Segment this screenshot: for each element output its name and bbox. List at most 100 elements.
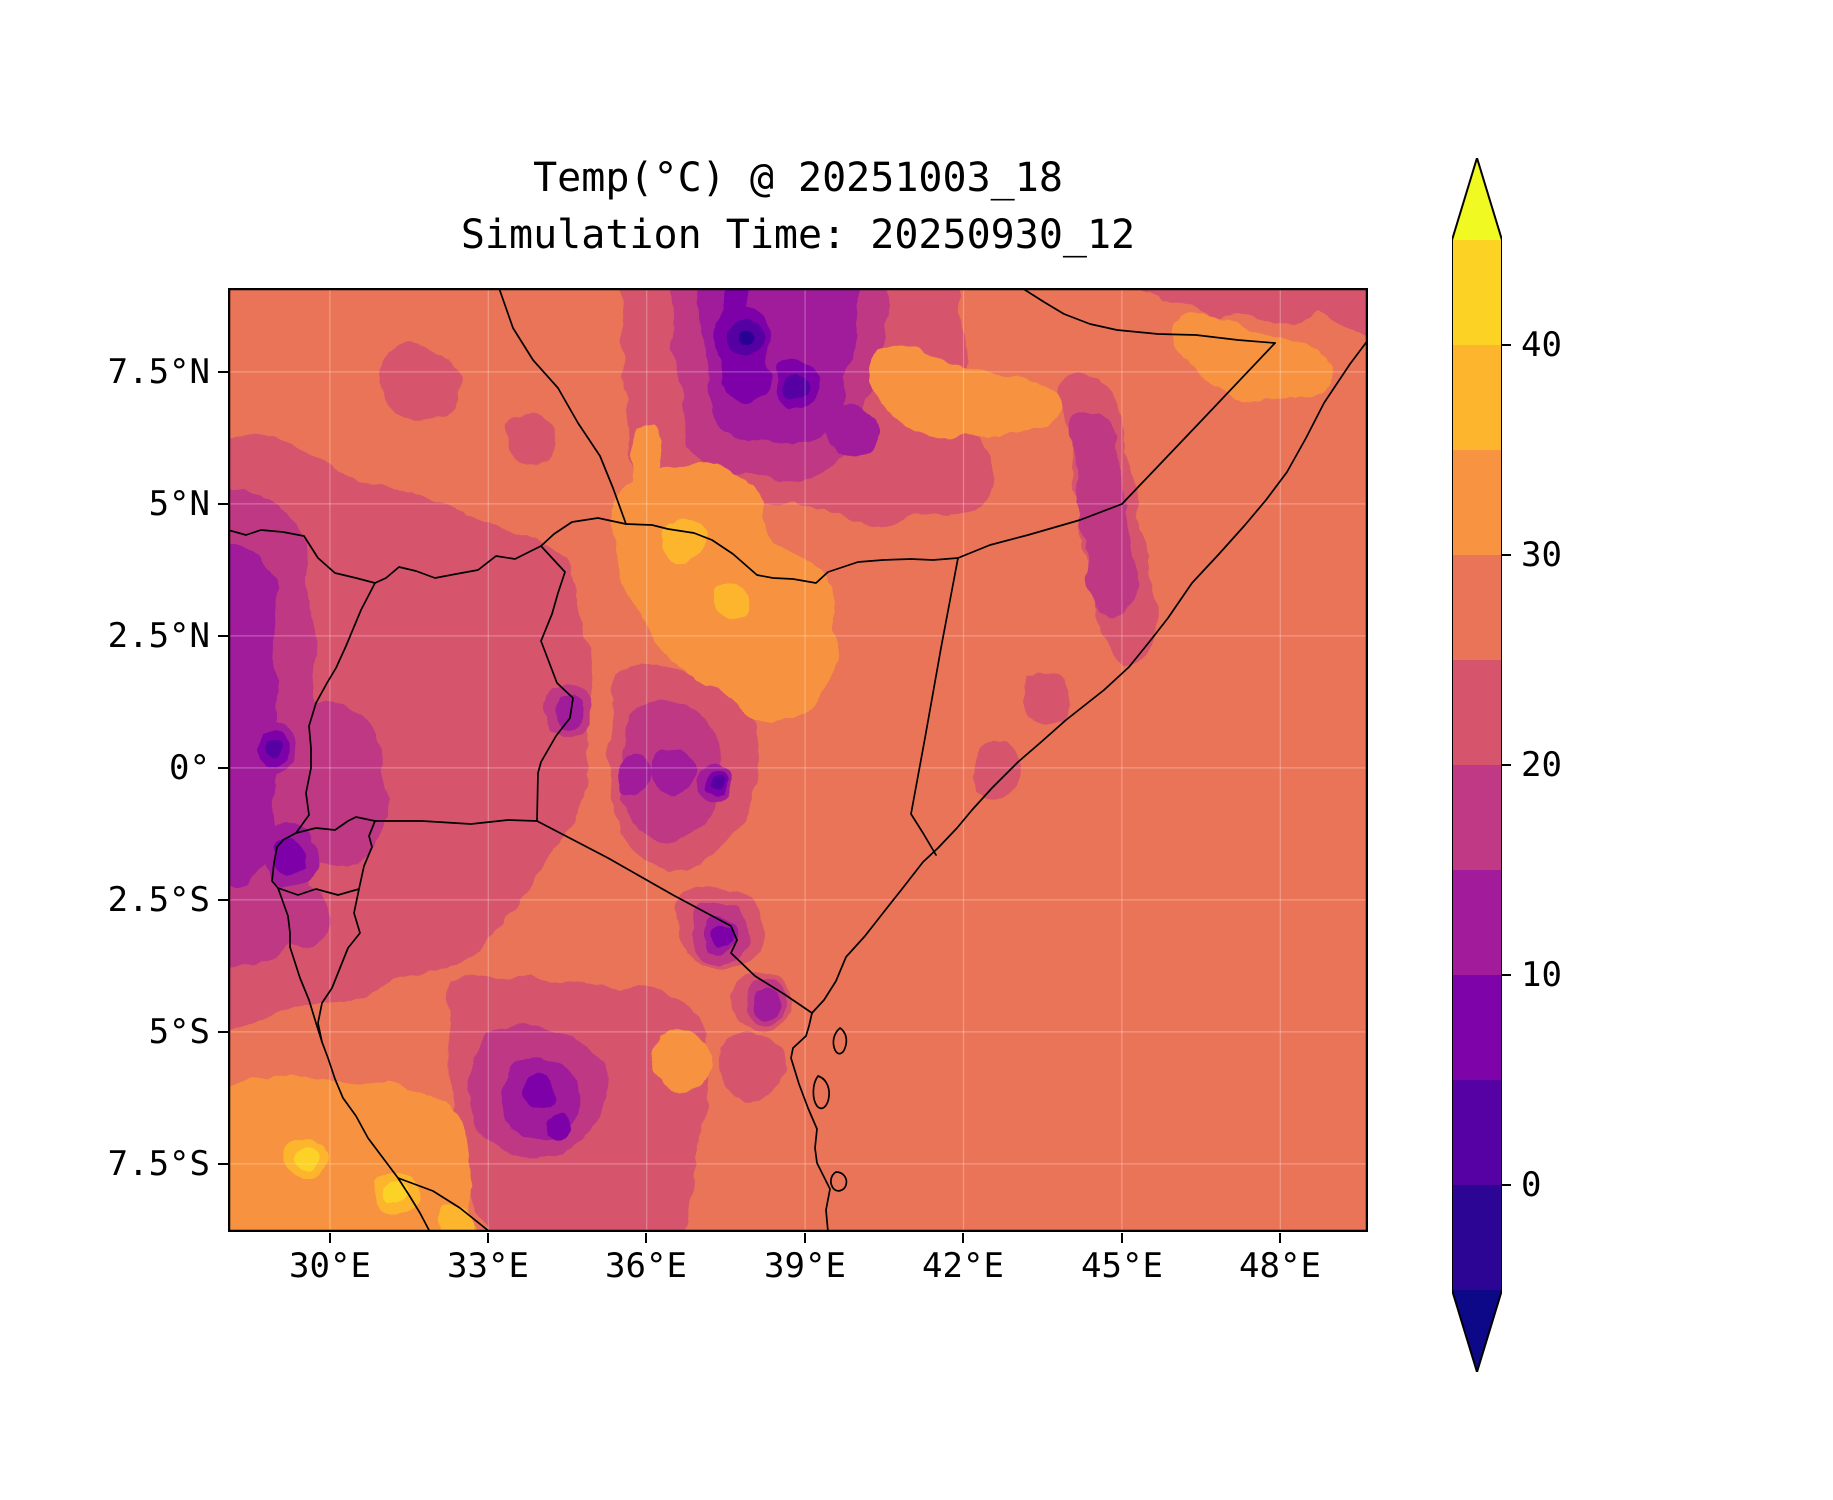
colorbar-band	[1452, 975, 1502, 1080]
temp-region	[869, 345, 1063, 440]
temp-region	[718, 1032, 785, 1102]
y-tick-mark	[218, 899, 228, 901]
temp-region	[651, 1029, 713, 1091]
colorbar-band	[1452, 1185, 1502, 1290]
border-segment	[358, 820, 376, 890]
y-tick-mark	[218, 1031, 228, 1033]
temp-region	[823, 403, 879, 458]
plot-title: Temp(°C) @ 20251003_18 Simulation Time: …	[228, 150, 1368, 264]
temp-region	[710, 924, 736, 948]
coastline	[790, 339, 1368, 1232]
colorbar-tick-label: 0	[1521, 1165, 1542, 1205]
y-tick-label: 5°N	[148, 484, 210, 524]
border-segment	[397, 1177, 491, 1232]
border-segment	[289, 946, 431, 1232]
island-outline	[812, 1075, 830, 1110]
colorbar-band	[1452, 1080, 1502, 1185]
temp-region	[1171, 313, 1332, 402]
x-tick-mark	[1121, 1233, 1123, 1243]
border-segment	[228, 529, 542, 584]
x-tick-mark	[645, 1233, 647, 1243]
map-plot	[228, 288, 1368, 1232]
temp-region	[271, 837, 308, 874]
axes-frame	[228, 288, 1368, 1232]
x-tick-mark	[1279, 1233, 1281, 1243]
y-tick-label: 5°S	[148, 1012, 210, 1052]
temp-region	[295, 1148, 320, 1172]
border-segment	[910, 557, 959, 856]
colorbar	[1452, 158, 1502, 1372]
country-borders	[228, 288, 1368, 1232]
temp-region	[506, 413, 558, 465]
y-tick-mark	[218, 635, 228, 637]
colorbar-tick-mark	[1502, 974, 1511, 976]
colorbar-tick-mark	[1502, 1184, 1511, 1186]
border-segment	[295, 582, 376, 834]
island-outline	[832, 1027, 848, 1055]
border-segment	[1021, 288, 1276, 344]
x-tick-mark	[329, 1233, 331, 1243]
colorbar-tick-mark	[1502, 344, 1511, 346]
temp-region	[385, 1182, 407, 1203]
temp-region	[712, 776, 728, 792]
border-segment	[295, 816, 376, 834]
colorbar-tick-mark	[1502, 764, 1511, 766]
border-segment	[498, 288, 627, 525]
island-outline	[830, 1171, 848, 1192]
x-tick-label: 39°E	[764, 1246, 846, 1286]
colorbar-band	[1452, 660, 1502, 765]
x-tick-mark	[487, 1233, 489, 1243]
border-segment	[277, 887, 291, 948]
temp-region	[713, 585, 750, 621]
temp-field	[228, 288, 1368, 1232]
x-tick-label: 45°E	[1081, 1246, 1163, 1286]
x-tick-label: 42°E	[922, 1246, 1004, 1286]
plot-title-line1: Temp(°C) @ 20251003_18	[533, 155, 1063, 201]
temp-region	[521, 1075, 558, 1111]
temp-region	[630, 423, 664, 495]
colorbar-band	[1452, 765, 1502, 870]
temp-region	[739, 330, 755, 346]
colorbar-tick-label: 10	[1521, 955, 1562, 995]
y-tick-label: 0°	[169, 748, 210, 788]
border-segment	[625, 523, 959, 584]
temp-region	[1022, 673, 1072, 727]
y-tick-label: 7.5°S	[107, 1144, 210, 1184]
temp-region	[554, 696, 585, 729]
temp-region	[228, 546, 279, 886]
colorbar-band	[1452, 345, 1502, 450]
border-segment	[957, 342, 1276, 559]
border-segment	[536, 545, 574, 822]
x-tick-mark	[962, 1233, 964, 1243]
y-tick-label: 2.5°N	[107, 616, 210, 656]
temp-region	[544, 1112, 572, 1139]
colorbar-band	[1452, 450, 1502, 555]
temp-region	[228, 435, 592, 1030]
temp-region	[781, 374, 807, 399]
colorbar-band	[1452, 240, 1502, 345]
temp-region	[274, 884, 333, 948]
temp-region	[651, 746, 697, 797]
colorbar-band	[1452, 555, 1502, 660]
y-tick-label: 2.5°S	[107, 880, 210, 920]
border-segment	[271, 832, 297, 889]
colorbar-band	[1452, 870, 1502, 975]
y-tick-mark	[218, 503, 228, 505]
temp-region	[1070, 411, 1138, 618]
colorbar-tick-label: 20	[1521, 745, 1562, 785]
x-tick-label: 30°E	[289, 1246, 371, 1286]
border-segment	[317, 888, 361, 1043]
temp-region	[1138, 288, 1368, 336]
y-tick-mark	[218, 1163, 228, 1165]
border-segment	[540, 517, 627, 547]
x-tick-label: 33°E	[447, 1246, 529, 1286]
temp-region	[380, 343, 463, 422]
y-tick-label: 7.5°N	[107, 352, 210, 392]
temp-region	[752, 990, 782, 1022]
x-tick-mark	[804, 1233, 806, 1243]
colorbar-extend-over	[1452, 158, 1502, 240]
x-tick-label: 48°E	[1239, 1246, 1321, 1286]
colorbar-tick-mark	[1502, 554, 1511, 556]
border-segment	[277, 887, 360, 896]
